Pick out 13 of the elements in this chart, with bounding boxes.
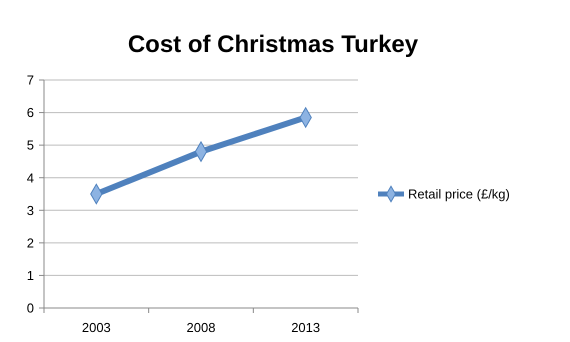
y-tick-label: 4	[26, 170, 34, 186]
y-tick-label: 2	[26, 235, 34, 250]
y-tick-label: 0	[26, 300, 34, 316]
x-tick-label: 2003	[82, 320, 111, 335]
chart-title: Cost of Christmas Turkey	[128, 31, 419, 58]
y-tick-label: 6	[26, 105, 34, 120]
legend-label: Retail price (£/kg)	[408, 186, 510, 202]
y-tick-label: 5	[26, 138, 34, 153]
x-tick-label: 2008	[186, 320, 216, 335]
x-tick-label: 2013	[291, 320, 320, 335]
y-tick-label: 1	[26, 268, 34, 283]
y-tick-label: 3	[26, 202, 34, 218]
y-tick-label: 7	[26, 72, 34, 88]
